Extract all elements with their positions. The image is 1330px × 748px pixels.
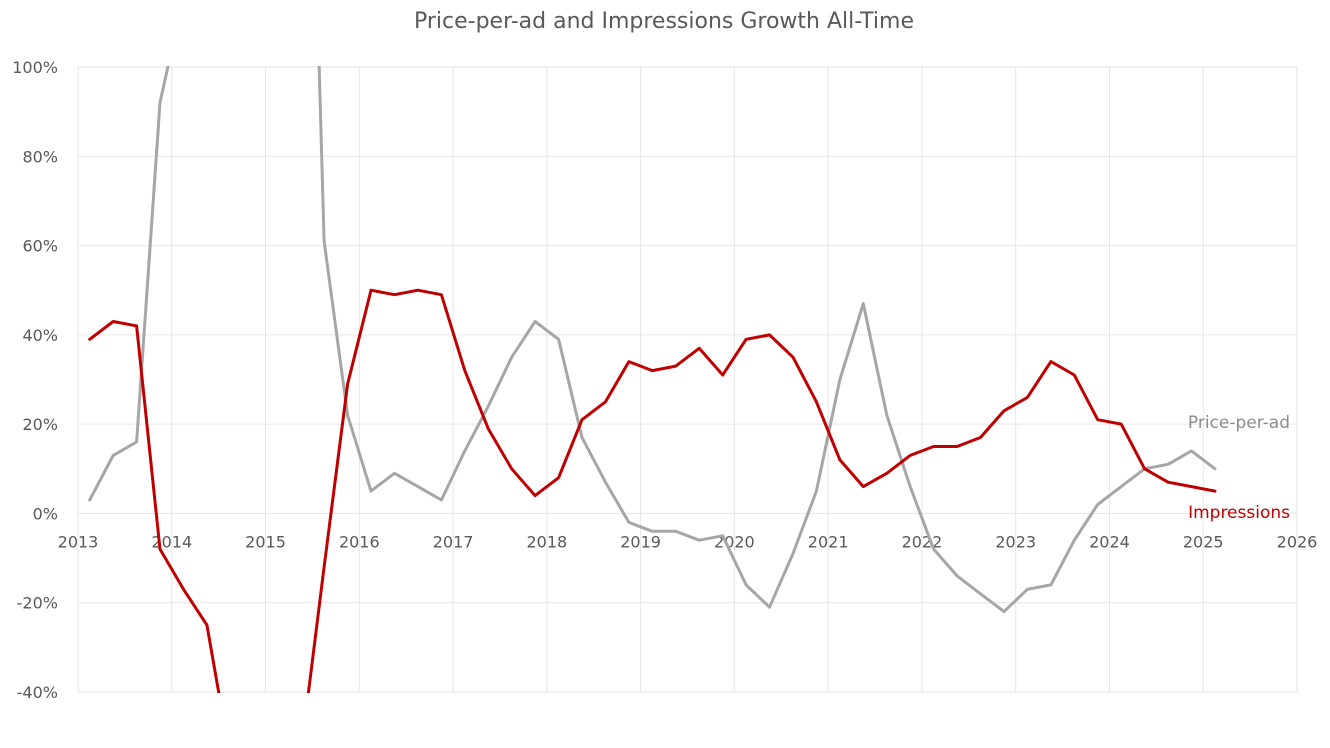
y-tick-label: 100% (12, 58, 58, 77)
x-tick-label: 2024 (1089, 532, 1130, 551)
y-tick-label: 40% (22, 326, 58, 345)
x-tick-label: 2013 (58, 532, 99, 551)
chart-title: Price-per-ad and Impressions Growth All-… (414, 9, 914, 34)
y-tick-label: 0% (33, 504, 58, 523)
y-tick-label: -20% (17, 594, 58, 613)
x-tick-label: 2015 (245, 532, 286, 551)
series-label-impressions: Impressions (1188, 503, 1290, 523)
x-tick-label: 2026 (1277, 532, 1318, 551)
x-axis-ticks: 2013 2014 2015 2016 2017 2018 2019 2020 2021 2022… (58, 532, 1318, 551)
y-tick-label: 60% (22, 237, 58, 256)
x-tick-label: 2022 (902, 532, 943, 551)
y-tick-label: 80% (22, 147, 58, 166)
series-line-price-per-ad (88, 66, 1217, 614)
y-tick-label: 20% (22, 415, 58, 434)
x-tick-label: 2023 (995, 532, 1036, 551)
x-tick-label: 2019 (620, 532, 661, 551)
x-tick-label: 2017 (433, 532, 474, 551)
x-tick-label: 2025 (1183, 532, 1224, 551)
y-axis-ticks: -40% -20% 0% 20% 40% 60% 80% 100% (12, 58, 58, 702)
x-tick-label: 2021 (808, 532, 849, 551)
y-tick-label: -40% (17, 683, 58, 702)
series-line-impressions (88, 288, 1217, 693)
gridlines (77, 66, 1298, 693)
series-label-price-per-ad: Price-per-ad (1188, 413, 1290, 433)
series-lines (88, 66, 1217, 693)
x-tick-label: 2018 (526, 532, 567, 551)
x-tick-label: 2016 (339, 532, 380, 551)
x-tick-label: 2014 (151, 532, 192, 551)
